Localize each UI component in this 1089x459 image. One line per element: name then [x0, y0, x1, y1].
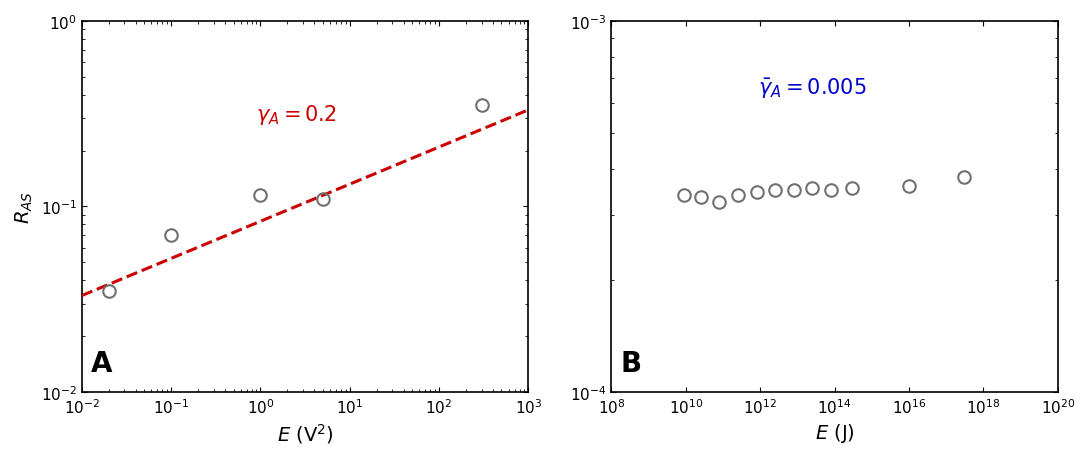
X-axis label: $E$ (V$^2$): $E$ (V$^2$)	[277, 421, 333, 445]
Text: B: B	[621, 349, 641, 377]
Text: A: A	[90, 349, 112, 377]
Text: $\gamma_A = 0.2$: $\gamma_A = 0.2$	[256, 102, 337, 126]
Y-axis label: $R_{AS}$: $R_{AS}$	[14, 190, 35, 224]
Text: $\bar{\gamma}_A = 0.005$: $\bar{\gamma}_A = 0.005$	[758, 76, 867, 101]
X-axis label: $E$ (J): $E$ (J)	[815, 421, 855, 444]
